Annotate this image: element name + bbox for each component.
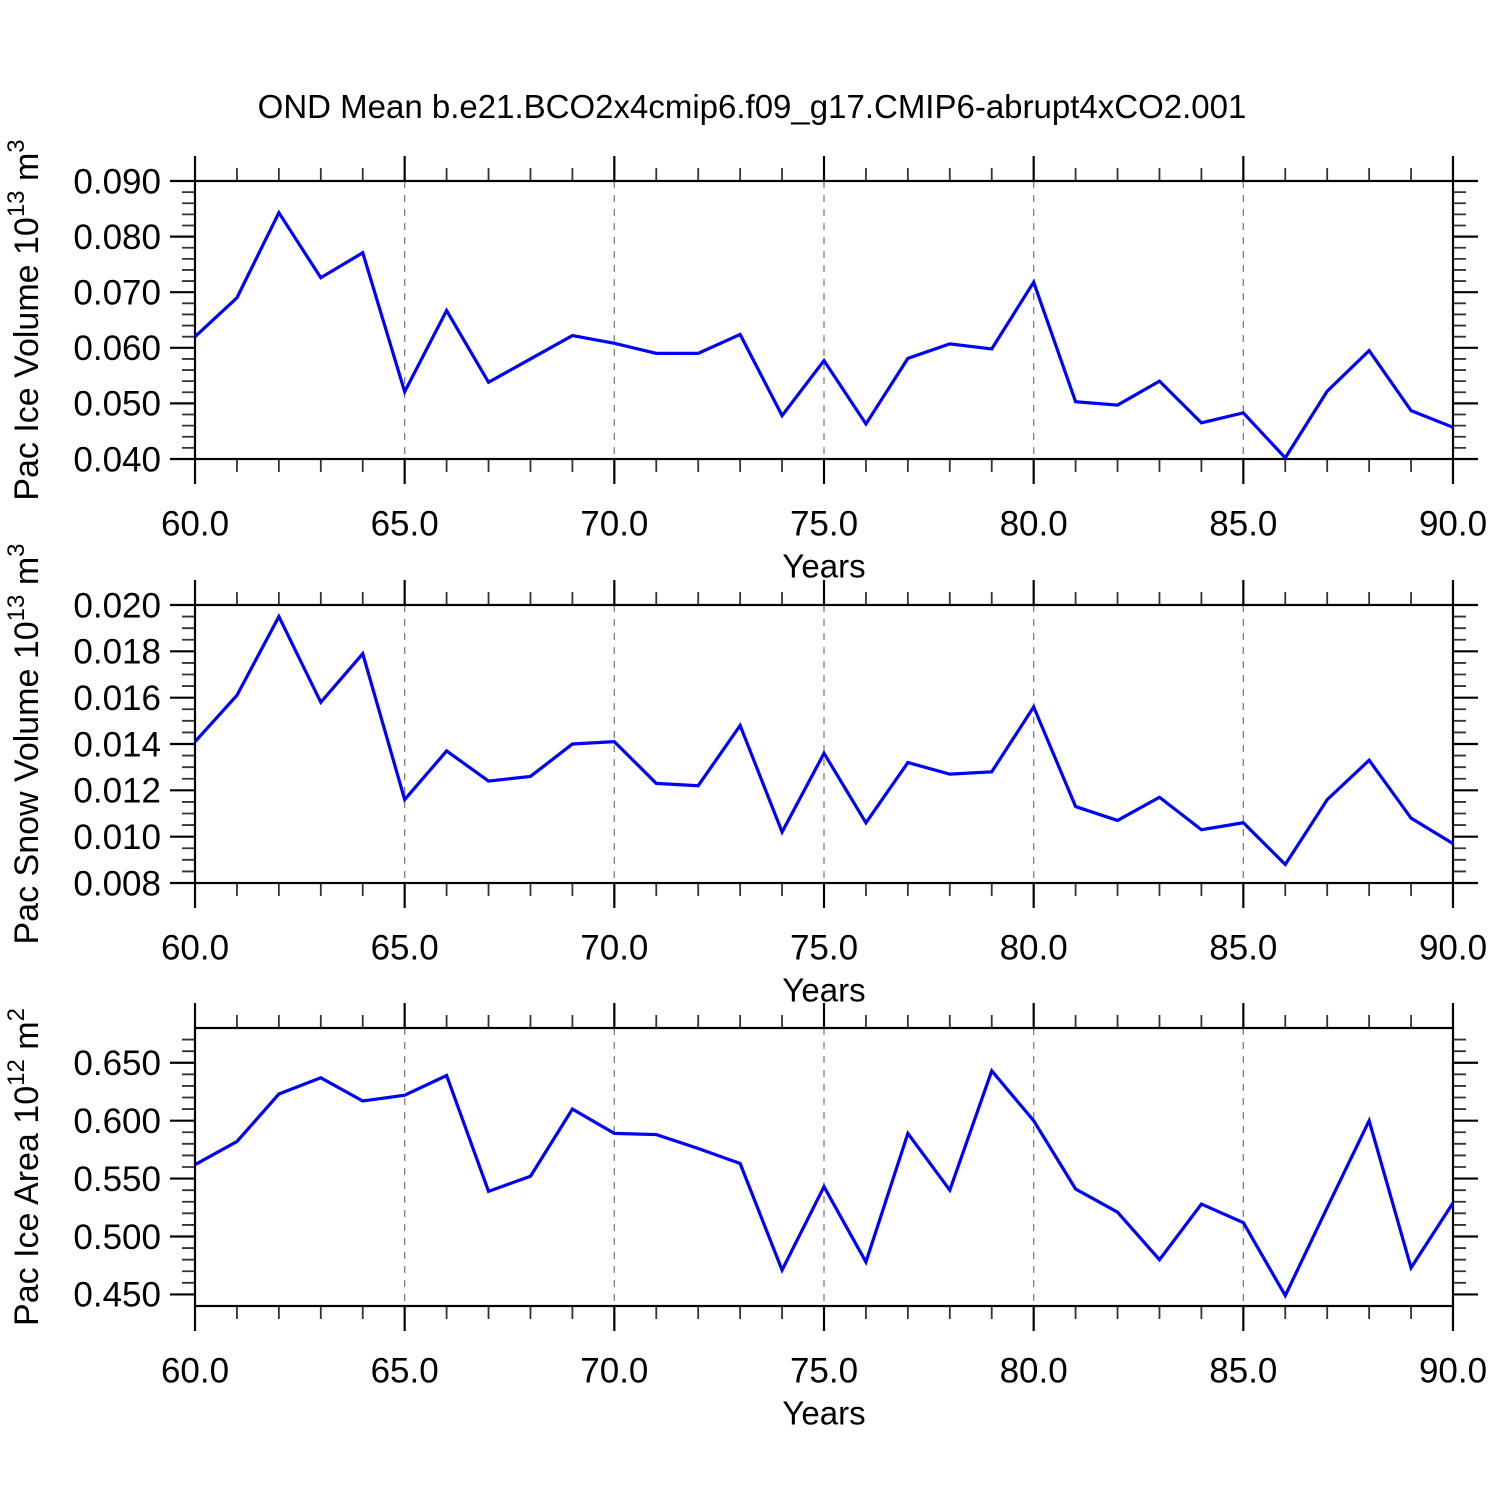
x-tick-label: 60.0 — [161, 504, 229, 543]
y-tick-label: 0.014 — [73, 725, 161, 764]
y-axis-title: Pac Ice Volume 1013 m3 — [3, 139, 46, 500]
y-tick-label: 0.012 — [73, 772, 161, 811]
x-tick-label: 70.0 — [580, 928, 648, 967]
x-tick-label: 75.0 — [790, 928, 858, 967]
minor-ticks — [182, 592, 1466, 896]
y-tick-label: 0.550 — [73, 1160, 161, 1199]
x-tick-label: 60.0 — [161, 1351, 229, 1390]
plot-box — [193, 603, 1455, 885]
y-tick-label: 0.080 — [73, 218, 161, 257]
panel-pac-snow-volume: 0.008 0.010 0.012 0.014 0.016 0.018 0.020 60.0 6… — [3, 543, 1487, 1008]
minor-ticks — [182, 1015, 1466, 1319]
y-tick-label: 0.450 — [73, 1276, 161, 1315]
x-tick-label: 65.0 — [371, 1351, 439, 1390]
x-axis-title: Years — [782, 972, 865, 1009]
series-line-pac-snow-volume — [193, 613, 1454, 867]
y-axis-title: Pac Snow Volume 1013 m3 — [3, 543, 46, 944]
x-tick-label: 80.0 — [1000, 928, 1068, 967]
x-tick-label: 75.0 — [790, 1351, 858, 1390]
x-tick-label: 75.0 — [790, 504, 858, 543]
major-ticks — [170, 580, 1478, 908]
y-tick-label: 0.060 — [73, 329, 161, 368]
y-axis-title: Pac Ice Area 1012 m2 — [3, 1008, 46, 1326]
y-tick-label: 0.020 — [73, 586, 161, 625]
x-tick-label: 90.0 — [1419, 928, 1487, 967]
x-tick-label: 85.0 — [1209, 1351, 1277, 1390]
minor-ticks — [182, 168, 1466, 472]
x-tick-label: 65.0 — [371, 928, 439, 967]
y-tick-label: 0.090 — [73, 162, 161, 201]
chart-title: OND Mean b.e21.BCO2x4cmip6.f09_g17.CMIP6… — [258, 88, 1247, 125]
series-line-pac-ice-volume — [193, 209, 1454, 461]
series-line-pac-ice-area — [194, 1067, 1455, 1300]
x-tick-label: 85.0 — [1209, 928, 1277, 967]
y-tick-label: 0.650 — [73, 1044, 161, 1083]
x-tick-label: 90.0 — [1419, 504, 1487, 543]
major-ticks — [170, 1003, 1478, 1331]
y-tick-label: 0.050 — [73, 385, 161, 424]
y-tick-label: 0.008 — [73, 864, 161, 903]
x-tick-label: 80.0 — [1000, 504, 1068, 543]
panels-group: 0.040 0.050 0.060 0.070 0.080 0.090 60.0 65.0 70… — [3, 139, 1487, 1431]
y-tick-label: 0.600 — [73, 1102, 161, 1141]
y-tick-label: 0.500 — [73, 1218, 161, 1257]
x-tick-label: 70.0 — [580, 504, 648, 543]
panel-pac-ice-volume: 0.040 0.050 0.060 0.070 0.080 0.090 60.0 65.0 70… — [3, 139, 1487, 584]
y-tick-label: 0.070 — [73, 273, 161, 312]
y-tick-label: 0.040 — [73, 440, 161, 479]
major-ticks — [170, 156, 1478, 484]
x-tick-label: 80.0 — [1000, 1351, 1068, 1390]
panel-pac-ice-area: 0.450 0.500 0.550 0.600 0.650 60.0 65.0 70.0 75.… — [3, 1003, 1487, 1432]
x-tick-label: 60.0 — [161, 928, 229, 967]
x-tick-label: 65.0 — [371, 504, 439, 543]
plot-box — [193, 179, 1455, 461]
x-axis-title: Years — [782, 548, 865, 585]
x-tick-label: 85.0 — [1209, 504, 1277, 543]
plot-box — [193, 1026, 1455, 1308]
y-tick-label: 0.010 — [73, 818, 161, 857]
x-axis-title: Years — [782, 1395, 865, 1432]
x-tick-label: 70.0 — [580, 1351, 648, 1390]
y-tick-label: 0.018 — [73, 633, 161, 672]
y-tick-label: 0.016 — [73, 679, 161, 718]
x-tick-label: 90.0 — [1419, 1351, 1487, 1390]
